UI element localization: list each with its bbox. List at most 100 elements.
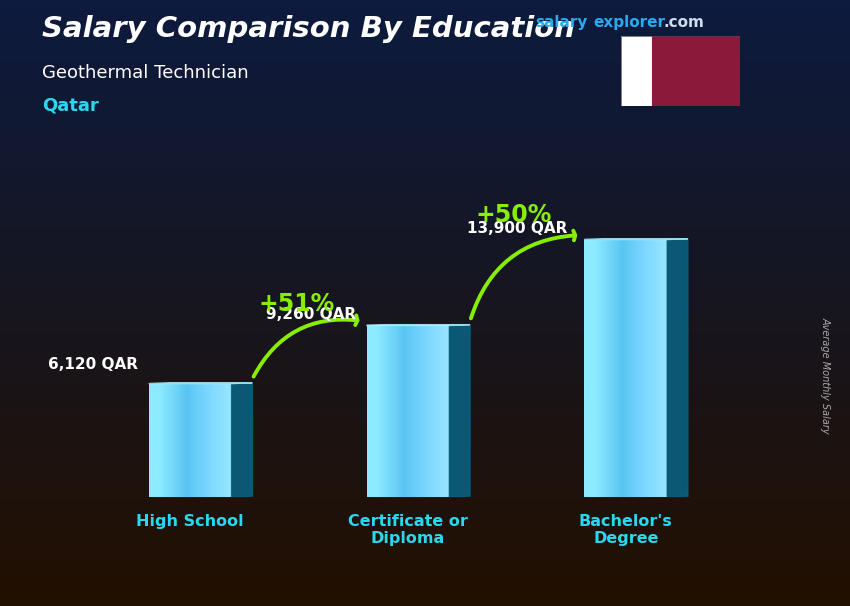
Bar	[0, 583, 850, 591]
Bar	[0, 538, 850, 545]
Bar	[0, 576, 850, 583]
Bar	[0, 128, 850, 136]
Bar	[0, 394, 850, 401]
Bar	[0, 432, 850, 439]
Bar	[0, 371, 850, 379]
Bar	[0, 325, 850, 333]
Bar	[0, 76, 850, 83]
Polygon shape	[653, 52, 665, 59]
Bar	[0, 7, 850, 15]
Text: 6,120 QAR: 6,120 QAR	[48, 358, 138, 373]
Bar	[0, 454, 850, 462]
Bar	[0, 273, 850, 280]
Bar	[0, 439, 850, 447]
Text: +50%: +50%	[476, 204, 552, 227]
Bar	[0, 561, 850, 568]
Bar	[0, 258, 850, 265]
Bar	[0, 22, 850, 30]
Bar	[0, 599, 850, 606]
Polygon shape	[653, 44, 665, 52]
Polygon shape	[667, 239, 688, 497]
Bar	[0, 296, 850, 303]
Polygon shape	[653, 75, 665, 83]
Text: Geothermal Technician: Geothermal Technician	[42, 64, 249, 82]
Bar	[0, 98, 850, 106]
Polygon shape	[653, 36, 665, 44]
Bar	[0, 500, 850, 508]
Bar	[0, 38, 850, 45]
Bar	[0, 470, 850, 478]
Polygon shape	[231, 383, 252, 497]
Bar	[0, 364, 850, 371]
Bar	[0, 591, 850, 599]
Bar	[0, 136, 850, 144]
Bar	[0, 167, 850, 175]
Text: salary: salary	[536, 15, 588, 30]
Bar	[0, 417, 850, 424]
Text: Average Monthly Salary: Average Monthly Salary	[820, 318, 830, 434]
Bar	[0, 61, 850, 68]
Bar	[0, 348, 850, 356]
Bar	[0, 114, 850, 121]
Bar	[0, 235, 850, 242]
Bar	[0, 478, 850, 485]
Bar	[0, 545, 850, 553]
Bar	[0, 409, 850, 417]
Bar	[0, 401, 850, 409]
Polygon shape	[653, 90, 665, 98]
Bar	[0, 220, 850, 227]
Bar	[0, 242, 850, 250]
Bar	[0, 530, 850, 538]
Bar	[0, 568, 850, 576]
Bar	[0, 508, 850, 515]
Bar	[0, 189, 850, 197]
Bar	[0, 227, 850, 235]
Bar	[0, 121, 850, 129]
Text: Qatar: Qatar	[42, 97, 99, 115]
Bar	[0, 83, 850, 91]
Text: +51%: +51%	[258, 292, 335, 316]
Polygon shape	[450, 325, 470, 497]
Polygon shape	[653, 59, 665, 67]
Bar	[0, 280, 850, 288]
Bar	[0, 45, 850, 53]
Bar	[0, 288, 850, 296]
Bar	[0, 30, 850, 38]
Bar	[0, 159, 850, 167]
Bar	[0, 379, 850, 387]
Bar	[0, 341, 850, 348]
Bar	[0, 424, 850, 431]
Text: .com: .com	[664, 15, 705, 30]
Bar	[0, 68, 850, 76]
Bar	[0, 303, 850, 310]
Bar	[0, 250, 850, 258]
Bar	[0, 106, 850, 114]
Bar	[0, 144, 850, 152]
Bar	[0, 91, 850, 98]
Bar	[0, 522, 850, 530]
Bar	[0, 485, 850, 492]
Text: 13,900 QAR: 13,900 QAR	[467, 221, 567, 236]
Bar	[0, 152, 850, 159]
Bar	[0, 212, 850, 220]
Bar	[0, 318, 850, 325]
Bar	[0, 462, 850, 470]
Text: explorer: explorer	[593, 15, 666, 30]
Bar	[0, 515, 850, 522]
Bar	[0, 197, 850, 205]
Bar	[0, 447, 850, 454]
Bar	[0, 387, 850, 394]
Bar	[0, 53, 850, 61]
Bar	[0, 553, 850, 561]
Bar	[0, 175, 850, 182]
Bar	[0, 310, 850, 318]
Bar	[0, 265, 850, 273]
Bar	[620, 36, 653, 106]
Text: Salary Comparison By Education: Salary Comparison By Education	[42, 15, 575, 43]
Bar	[0, 182, 850, 189]
Polygon shape	[653, 83, 665, 90]
Bar	[0, 333, 850, 341]
Polygon shape	[653, 67, 665, 75]
Polygon shape	[653, 98, 665, 106]
Bar	[0, 492, 850, 500]
